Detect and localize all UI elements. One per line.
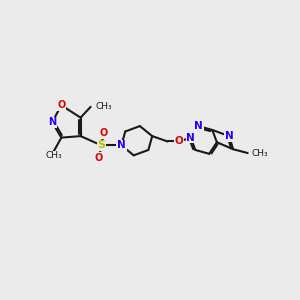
Text: O: O — [100, 128, 108, 138]
Text: O: O — [57, 100, 65, 110]
Text: N: N — [225, 131, 234, 141]
Text: CH₃: CH₃ — [95, 102, 112, 111]
Text: N: N — [117, 140, 126, 150]
Text: CH₃: CH₃ — [45, 152, 62, 160]
Text: S: S — [98, 140, 105, 150]
Text: N: N — [186, 133, 195, 142]
Text: N: N — [194, 121, 203, 131]
Text: O: O — [175, 136, 184, 146]
Text: CH₃: CH₃ — [251, 148, 268, 158]
Text: O: O — [95, 153, 103, 163]
Text: N: N — [48, 117, 56, 127]
